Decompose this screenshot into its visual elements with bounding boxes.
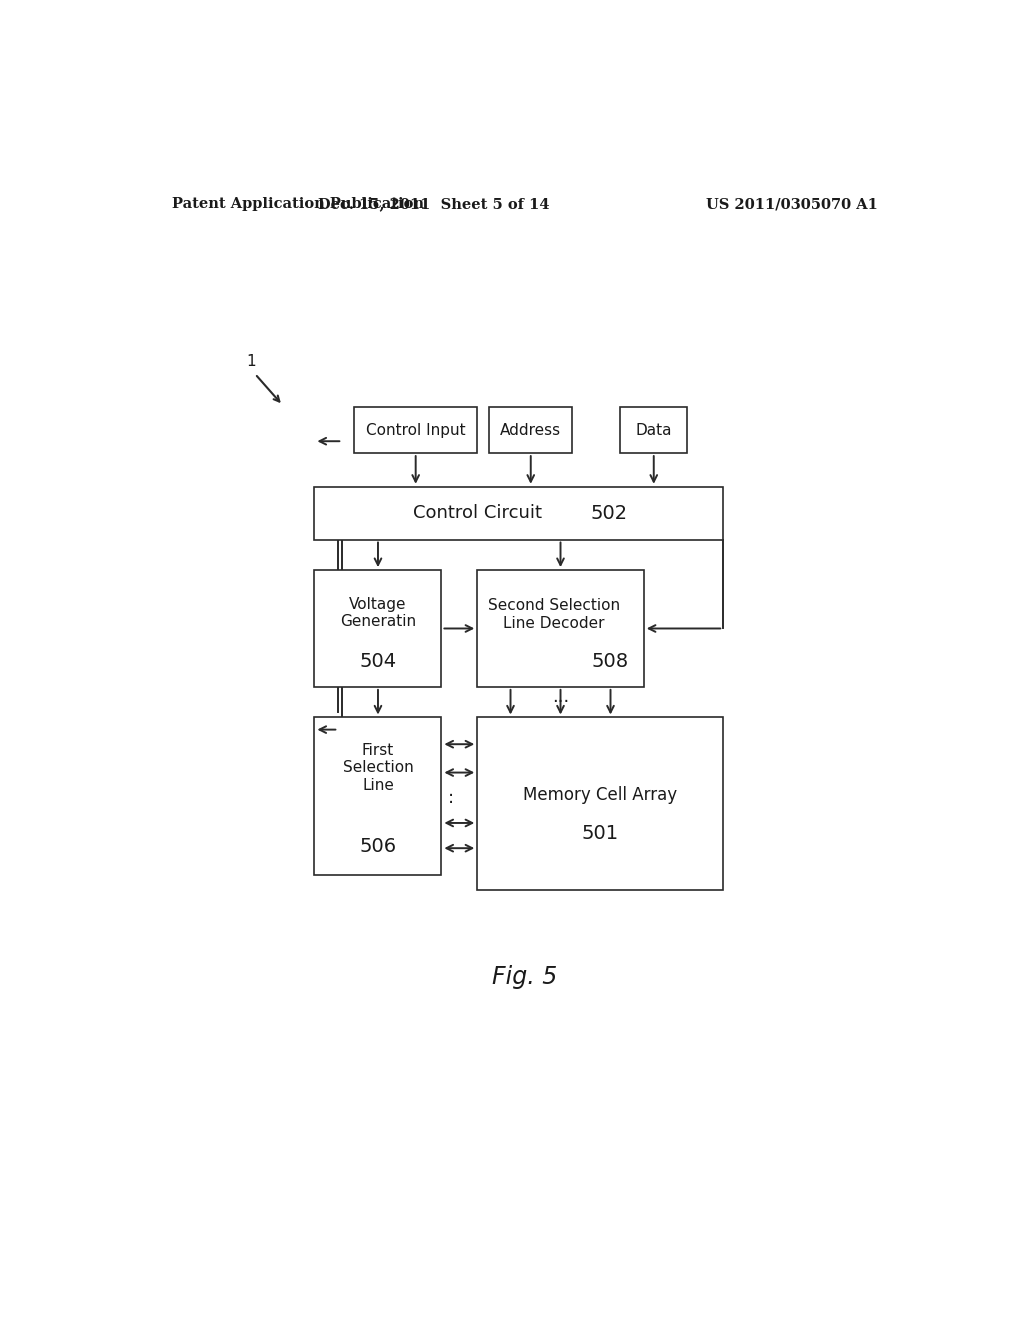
Text: Fig. 5: Fig. 5 — [493, 965, 557, 989]
Bar — [314, 718, 441, 875]
Text: First
Selection
Line: First Selection Line — [343, 743, 414, 793]
Bar — [314, 487, 723, 540]
Bar — [314, 570, 441, 686]
Text: Address: Address — [500, 422, 561, 438]
Text: Control Input: Control Input — [366, 422, 466, 438]
Text: ...: ... — [552, 688, 569, 706]
Bar — [477, 570, 644, 686]
Bar — [477, 718, 723, 890]
Text: 504: 504 — [359, 652, 396, 671]
Text: Control Circuit: Control Circuit — [414, 504, 543, 523]
Text: 508: 508 — [592, 652, 629, 671]
Text: 501: 501 — [582, 824, 618, 842]
Text: Voltage
Generatin: Voltage Generatin — [340, 597, 416, 630]
Text: 502: 502 — [590, 504, 628, 523]
Text: Patent Application Publication: Patent Application Publication — [172, 197, 424, 211]
Text: 1: 1 — [246, 354, 256, 370]
Bar — [354, 408, 477, 453]
Text: Dec. 15, 2011  Sheet 5 of 14: Dec. 15, 2011 Sheet 5 of 14 — [317, 197, 549, 211]
Bar — [489, 408, 572, 453]
Text: :: : — [447, 789, 454, 807]
Text: US 2011/0305070 A1: US 2011/0305070 A1 — [707, 197, 878, 211]
Text: Memory Cell Array: Memory Cell Array — [523, 787, 677, 804]
Text: Data: Data — [636, 422, 672, 438]
Bar — [620, 408, 687, 453]
Text: Second Selection
Line Decoder: Second Selection Line Decoder — [487, 598, 620, 631]
Text: 506: 506 — [359, 837, 396, 857]
